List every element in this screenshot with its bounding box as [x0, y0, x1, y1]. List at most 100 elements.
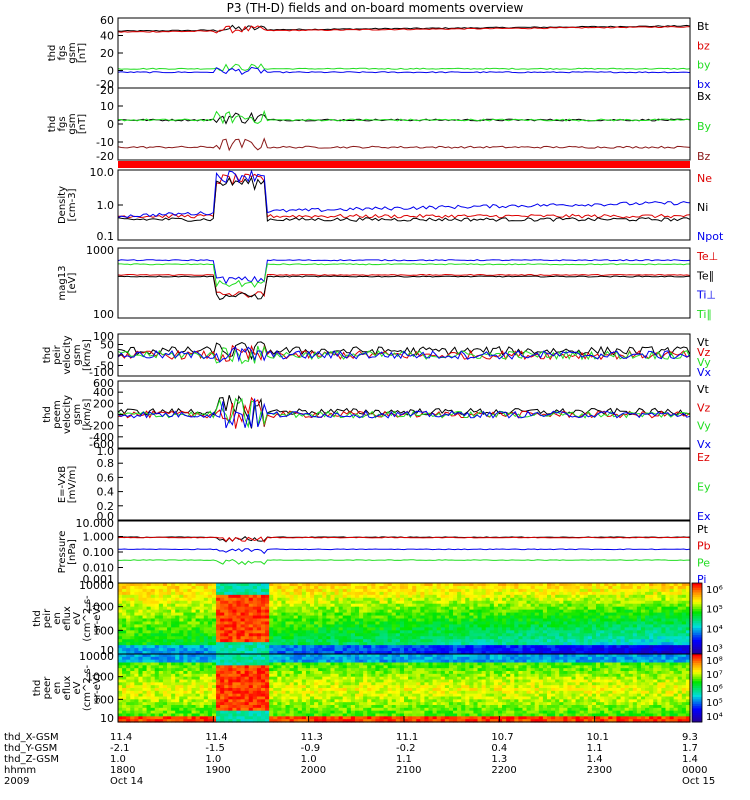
heatmap-cell	[199, 656, 205, 661]
heatmap-cell	[534, 615, 540, 620]
heatmap-cell	[416, 606, 421, 611]
heatmap-cell	[669, 618, 675, 623]
heatmap-cell	[575, 648, 581, 652]
heatmap-cell	[118, 679, 123, 683]
heatmap-cell	[334, 699, 340, 703]
heatmap-cell	[379, 627, 385, 631]
heatmap-cell	[211, 713, 217, 717]
heatmap-cell	[579, 621, 585, 626]
heatmap-cell	[154, 673, 160, 678]
heatmap-cell	[334, 693, 340, 698]
heatmap-cell	[391, 624, 397, 628]
heatmap-cell	[207, 671, 213, 675]
heatmap-cell	[220, 656, 225, 661]
heatmap-cell	[453, 633, 458, 637]
heatmap-cell	[162, 682, 168, 686]
heatmap-cell	[289, 707, 295, 712]
heatmap-cell	[244, 662, 250, 666]
heatmap-cell	[350, 591, 356, 596]
heatmap-cell	[395, 591, 401, 596]
heatmap-cell	[236, 630, 242, 634]
heatmap-cell	[216, 690, 221, 695]
heatmap-cell	[232, 713, 238, 717]
heatmap-cell	[318, 673, 323, 678]
heatmap-cell	[391, 606, 397, 611]
heatmap-cell	[567, 606, 573, 611]
heatmap-cell	[383, 597, 389, 602]
heatmap-cell	[195, 597, 201, 602]
heatmap-cell	[171, 633, 176, 637]
heatmap-cell	[571, 633, 577, 637]
heatmap-cell	[134, 618, 140, 623]
heatmap-cell	[146, 600, 152, 605]
heatmap-cell	[314, 688, 319, 692]
heatmap-cell	[146, 662, 152, 666]
heatmap-cell	[334, 679, 340, 683]
heatmap-cell	[649, 615, 654, 620]
heatmap-cell	[661, 594, 667, 599]
heatmap-cell	[175, 615, 180, 620]
heatmap-cell	[305, 699, 311, 703]
heatmap-cell	[559, 600, 564, 605]
legend-label-Vz: Vz	[697, 401, 711, 414]
heatmap-cell	[301, 668, 307, 672]
heatmap-cell	[645, 627, 650, 631]
heatmap-cell	[232, 606, 238, 611]
heatmap-cell	[326, 627, 332, 631]
y-tick-label: 20	[100, 47, 114, 60]
heatmap-cell	[432, 591, 438, 596]
heatmap-cell	[616, 636, 622, 640]
heatmap-cell	[404, 633, 409, 637]
heatmap-cell	[252, 690, 258, 695]
heatmap-cell	[359, 583, 364, 587]
heatmap-cell	[673, 588, 679, 593]
heatmap-cell	[203, 612, 209, 617]
heatmap-cell	[444, 597, 450, 602]
heatmap-cell	[514, 609, 519, 614]
heatmap-cell	[620, 633, 626, 637]
heatmap-cell	[261, 624, 266, 628]
heatmap-cell	[179, 710, 184, 715]
series-line-Te⊥	[117, 273, 691, 298]
heatmap-cell	[661, 645, 667, 649]
heatmap-cell	[350, 673, 356, 678]
heatmap-cell	[616, 648, 622, 652]
heatmap-cell	[551, 639, 556, 643]
heatmap-cell	[326, 645, 332, 649]
heatmap-cell	[624, 636, 630, 640]
heatmap-cell	[469, 642, 475, 646]
heatmap-cell	[375, 615, 381, 620]
heatmap-cell	[653, 633, 658, 637]
heatmap-cell	[269, 597, 274, 602]
heatmap-cell	[216, 671, 221, 675]
heatmap-cell	[510, 609, 515, 614]
heatmap-cell	[591, 618, 597, 623]
heatmap-cell	[665, 591, 671, 596]
heatmap-cell	[542, 600, 548, 605]
heatmap-cell	[187, 630, 193, 634]
heatmap-cell	[346, 699, 352, 703]
heatmap-cell	[359, 651, 364, 655]
heatmap-cell	[261, 673, 266, 678]
heatmap-cell	[502, 639, 507, 643]
heatmap-cell	[240, 671, 246, 675]
heatmap-cell	[122, 668, 127, 672]
colorbar-cell	[692, 590, 702, 593]
heatmap-cell	[203, 585, 209, 590]
heatmap-cell	[440, 585, 446, 590]
heatmap-cell	[138, 713, 144, 717]
heatmap-cell	[167, 679, 172, 683]
heatmap-cell	[587, 618, 593, 623]
legend-label-Pe: Pe	[697, 556, 710, 569]
heatmap-cell	[240, 668, 246, 672]
heatmap-cell	[587, 583, 593, 587]
heatmap-cell	[281, 707, 287, 712]
heatmap-cell	[256, 583, 262, 587]
heatmap-cell	[269, 585, 274, 590]
heatmap-cell	[130, 615, 135, 620]
heatmap-cell	[265, 699, 270, 703]
heatmap-cell	[203, 583, 209, 587]
heatmap-cell	[122, 713, 127, 717]
heatmap-cell	[326, 679, 332, 683]
heatmap-cell	[220, 624, 225, 628]
